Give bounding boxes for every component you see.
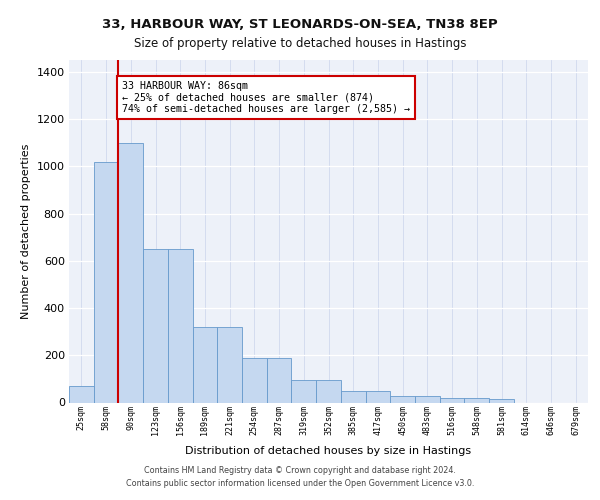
Bar	[69, 386, 94, 402]
Bar	[292, 380, 316, 402]
Bar	[489, 399, 514, 402]
Bar	[193, 327, 217, 402]
Text: 33 HARBOUR WAY: 86sqm
← 25% of detached houses are smaller (874)
74% of semi-det: 33 HARBOUR WAY: 86sqm ← 25% of detached …	[122, 81, 410, 114]
X-axis label: Distribution of detached houses by size in Hastings: Distribution of detached houses by size …	[185, 446, 472, 456]
Bar	[217, 327, 242, 402]
Bar	[94, 162, 118, 402]
Bar	[415, 396, 440, 402]
Text: Contains HM Land Registry data © Crown copyright and database right 2024.
Contai: Contains HM Land Registry data © Crown c…	[126, 466, 474, 487]
Bar	[464, 398, 489, 402]
Text: Size of property relative to detached houses in Hastings: Size of property relative to detached ho…	[134, 38, 466, 51]
Bar	[143, 249, 168, 402]
Text: 33, HARBOUR WAY, ST LEONARDS-ON-SEA, TN38 8EP: 33, HARBOUR WAY, ST LEONARDS-ON-SEA, TN3…	[102, 18, 498, 30]
Bar	[168, 249, 193, 402]
Bar	[118, 142, 143, 402]
Bar	[390, 396, 415, 402]
Y-axis label: Number of detached properties: Number of detached properties	[21, 144, 31, 319]
Bar	[365, 390, 390, 402]
Bar	[341, 390, 365, 402]
Bar	[316, 380, 341, 402]
Bar	[267, 358, 292, 403]
Bar	[440, 398, 464, 402]
Bar	[242, 358, 267, 403]
